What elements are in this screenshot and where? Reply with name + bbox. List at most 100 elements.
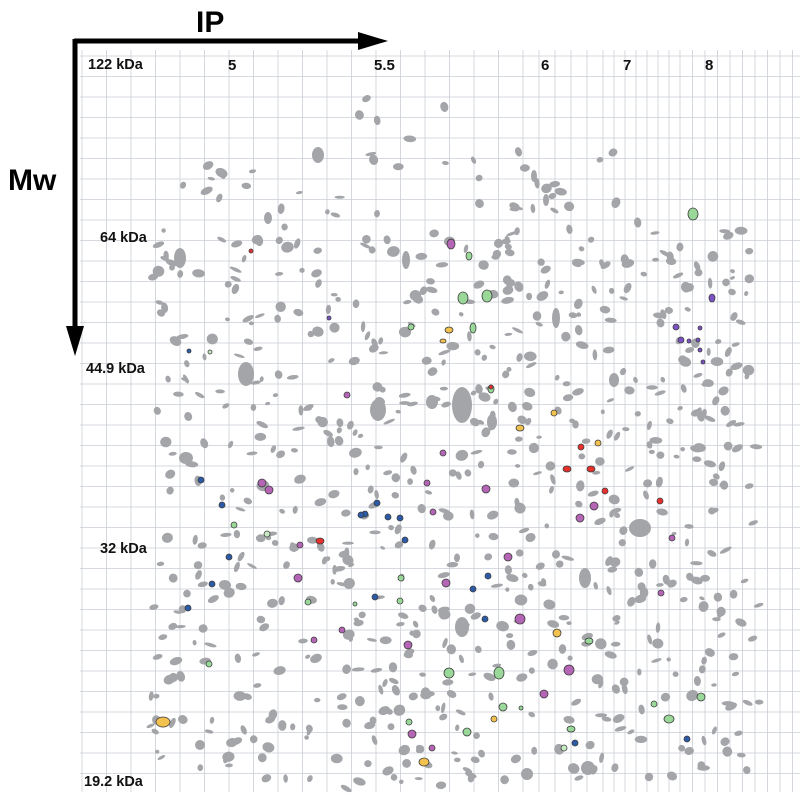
colored-spot bbox=[457, 291, 469, 305]
gray-spot bbox=[475, 533, 480, 538]
gray-spot bbox=[592, 349, 598, 361]
gray-spot bbox=[435, 781, 447, 790]
gray-spot bbox=[184, 412, 193, 421]
gray-spot bbox=[174, 248, 186, 268]
gray-spot bbox=[492, 249, 502, 259]
gray-spot bbox=[431, 308, 440, 316]
gray-spot bbox=[679, 596, 688, 603]
gray-spot bbox=[360, 321, 366, 333]
colored-spot bbox=[304, 598, 312, 606]
gray-spot bbox=[730, 276, 735, 280]
gray-spot bbox=[204, 729, 214, 734]
gray-spot bbox=[243, 497, 253, 505]
gray-spot bbox=[271, 539, 279, 546]
colored-spot bbox=[518, 705, 524, 711]
gray-spot bbox=[354, 696, 365, 707]
gray-spot bbox=[677, 405, 683, 411]
gray-spot bbox=[723, 441, 733, 451]
gray-spot bbox=[156, 309, 166, 317]
colored-spot bbox=[560, 744, 568, 752]
gray-spot bbox=[647, 634, 653, 645]
gray-spot bbox=[718, 386, 729, 396]
mw-tick-122: 122 kDa bbox=[88, 57, 144, 73]
colored-spots bbox=[155, 207, 716, 767]
gray-spot bbox=[371, 735, 378, 745]
gray-spot bbox=[334, 435, 344, 446]
gray-spot bbox=[264, 212, 272, 224]
gray-spot bbox=[254, 432, 267, 441]
gray-spot bbox=[388, 662, 398, 673]
gray-spot bbox=[493, 238, 504, 248]
colored-spot bbox=[488, 384, 494, 390]
gray-spot bbox=[369, 154, 379, 165]
gray-spot bbox=[524, 351, 537, 362]
gray-spot bbox=[554, 374, 560, 381]
gray-spot bbox=[625, 466, 635, 472]
gray-spot bbox=[277, 203, 285, 214]
gray-spot bbox=[429, 229, 439, 238]
colored-spot bbox=[677, 336, 685, 344]
gray-spot bbox=[368, 246, 376, 254]
gray-spot bbox=[525, 533, 536, 542]
gray-spot bbox=[155, 749, 160, 754]
gray-spot bbox=[526, 292, 533, 301]
gray-spot bbox=[731, 671, 740, 677]
gray-spot bbox=[335, 296, 341, 302]
gray-spot bbox=[261, 774, 272, 783]
gray-spot bbox=[435, 262, 449, 268]
colored-spot bbox=[296, 541, 304, 549]
gray-spot bbox=[146, 723, 155, 729]
colored-spot bbox=[418, 757, 430, 767]
gray-spot bbox=[209, 716, 215, 724]
colored-spot bbox=[571, 739, 579, 747]
colored-spot bbox=[695, 337, 701, 343]
gray-spot bbox=[330, 579, 335, 585]
gray-spot bbox=[637, 668, 642, 676]
gray-spot bbox=[382, 766, 394, 776]
gray-spot bbox=[567, 655, 573, 661]
gray-spot bbox=[701, 383, 707, 387]
colored-spot bbox=[577, 443, 585, 451]
gray-spot bbox=[730, 362, 743, 370]
colored-spot bbox=[230, 521, 238, 529]
gray-spot bbox=[481, 354, 488, 361]
colored-spot bbox=[515, 424, 525, 432]
gray-spot bbox=[233, 561, 240, 573]
gray-spot bbox=[378, 351, 389, 355]
gray-spot bbox=[415, 747, 425, 754]
gray-spot bbox=[753, 602, 764, 608]
gray-spot bbox=[323, 429, 333, 437]
gray-spot bbox=[581, 438, 591, 444]
gray-spot bbox=[358, 611, 366, 619]
gray-spot bbox=[614, 726, 627, 732]
colored-spot bbox=[465, 251, 473, 261]
gray-spot bbox=[419, 286, 428, 296]
gray-spot bbox=[298, 405, 304, 416]
colored-spot bbox=[656, 497, 664, 505]
colored-spot bbox=[514, 613, 526, 625]
gray-spot bbox=[272, 393, 279, 398]
colored-spot bbox=[601, 487, 609, 495]
gray-spot bbox=[338, 550, 349, 558]
gray-spot bbox=[307, 536, 318, 544]
gray-spot bbox=[469, 417, 480, 427]
gray-spot bbox=[638, 704, 645, 715]
colored-spot bbox=[697, 325, 703, 331]
gray-spot bbox=[612, 714, 625, 723]
gray-spot bbox=[408, 692, 418, 701]
colored-spot bbox=[700, 359, 706, 365]
gray-spot bbox=[532, 311, 542, 321]
gray-spot bbox=[217, 236, 227, 243]
gray-spot bbox=[652, 638, 664, 649]
gray-spot bbox=[664, 306, 673, 314]
gray-spot bbox=[446, 341, 460, 351]
gray-spot bbox=[398, 744, 410, 756]
colored-spot bbox=[683, 735, 691, 743]
colored-spot bbox=[396, 597, 404, 605]
gray-spot bbox=[207, 595, 219, 604]
gray-spot bbox=[592, 470, 601, 475]
gray-spot bbox=[656, 583, 664, 587]
colored-spot bbox=[586, 465, 596, 473]
gray-spot bbox=[176, 671, 186, 682]
